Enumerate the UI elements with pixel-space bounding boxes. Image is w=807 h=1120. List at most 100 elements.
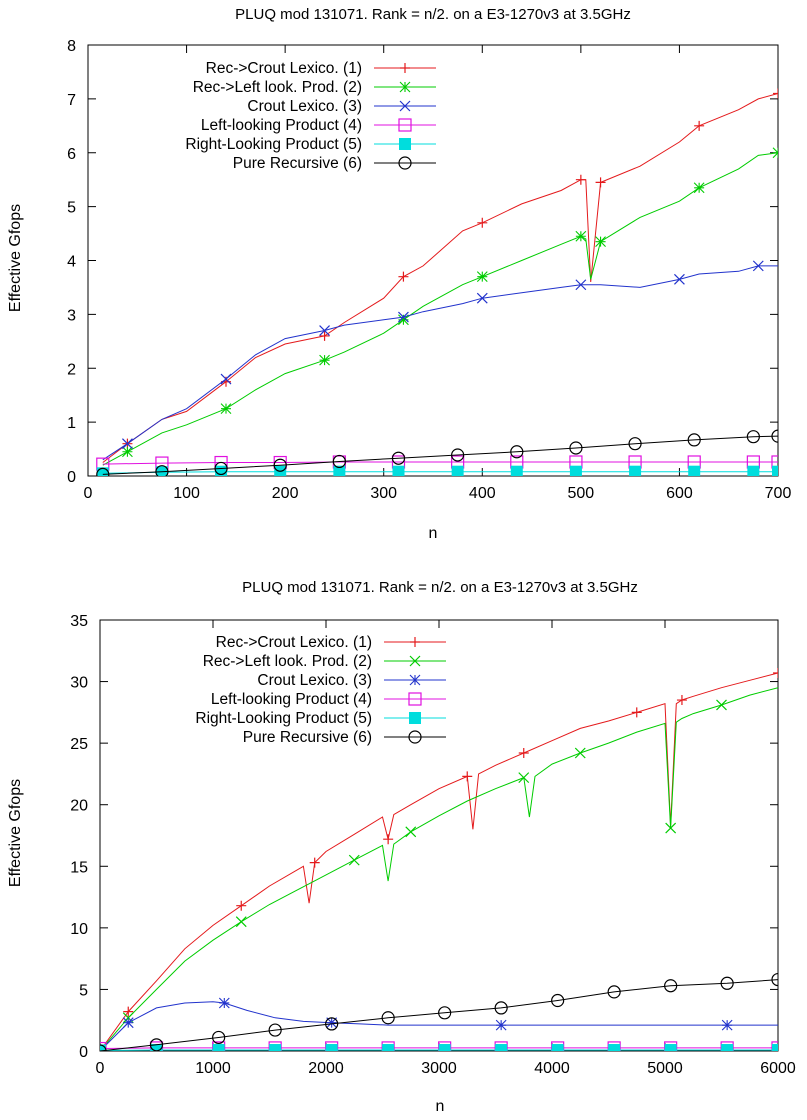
y-tick-label: 5: [67, 200, 76, 217]
data-point: [451, 448, 465, 462]
data-point: [575, 279, 587, 291]
data-point: [348, 854, 360, 866]
y-tick-label: 35: [70, 613, 88, 630]
data-point: [326, 1017, 338, 1029]
data-point: [155, 466, 168, 476]
data-point: [325, 1044, 338, 1051]
data-point: [332, 454, 346, 469]
x-tick-label: 600: [666, 485, 693, 502]
data-point: [150, 1044, 163, 1051]
legend-marker: [399, 81, 411, 93]
data-point: [268, 1023, 282, 1037]
legend-label: Pure Recursive (6): [233, 155, 362, 172]
data-point: [398, 314, 409, 326]
data-point: [664, 1044, 677, 1051]
data-point: [665, 822, 677, 834]
chart-title: PLUQ mod 131071. Rank = n/2. on a E3-127…: [242, 579, 638, 596]
y-tick-label: 10: [70, 921, 88, 938]
y-tick-label: 4: [67, 254, 76, 271]
data-point: [451, 465, 464, 476]
series-group: [96, 88, 778, 476]
data-point: [494, 1001, 508, 1015]
data-point: [273, 458, 287, 472]
data-point: [476, 271, 488, 283]
x-tick-label: 2000: [308, 1060, 344, 1077]
x-tick-label: 4000: [534, 1060, 570, 1077]
data-point: [575, 230, 587, 242]
data-point: [212, 1030, 226, 1045]
data-point: [771, 972, 778, 987]
y-tick-label: 0: [67, 469, 76, 486]
series-line-3: [102, 265, 778, 461]
data-point: [575, 174, 586, 185]
y-tick-label: 15: [70, 859, 88, 876]
y-tick-label: 8: [67, 38, 76, 55]
data-point: [392, 465, 405, 476]
legend-label: Left-looking Product (4): [211, 691, 372, 708]
x-axis-label: n: [429, 525, 438, 542]
x-tick-label: 100: [173, 485, 200, 502]
data-point: [495, 1044, 508, 1051]
data-point: [96, 467, 110, 476]
data-point: [319, 325, 330, 336]
data-point: [608, 1044, 621, 1051]
data-point: [383, 834, 394, 845]
legend-label: Rec->Crout Lexico. (1): [216, 634, 372, 651]
chart-small-n: PLUQ mod 131071. Rank = n/2. on a E3-127…: [7, 6, 791, 542]
data-point: [382, 1044, 395, 1051]
data-point: [398, 311, 409, 323]
data-point: [149, 1038, 164, 1051]
legend-label: Right-Looking Product (5): [195, 710, 372, 727]
data-point: [235, 916, 247, 928]
data-point: [155, 465, 169, 476]
legend-marker: [408, 730, 422, 744]
data-point: [772, 1044, 778, 1051]
data-point: [595, 177, 606, 188]
legend-marker: [398, 118, 412, 132]
data-point: [269, 1044, 282, 1051]
y-tick-label: 5: [79, 982, 88, 999]
data-point: [462, 771, 473, 782]
data-point: [212, 1044, 225, 1051]
data-point: [569, 441, 583, 455]
data-point: [574, 747, 586, 759]
data-point: [495, 1019, 507, 1031]
data-point: [319, 354, 330, 366]
legend-label: Crout Lexico. (3): [257, 672, 372, 689]
data-point: [477, 217, 488, 228]
data-point: [476, 292, 488, 304]
data-point: [319, 330, 330, 341]
x-tick-label: 0: [96, 1060, 105, 1077]
x-tick-label: 200: [272, 485, 299, 502]
series-line-1: [102, 93, 778, 463]
data-point: [721, 1019, 733, 1031]
data-point: [674, 273, 685, 285]
data-point: [391, 451, 406, 465]
data-point: [220, 373, 232, 385]
data-point: [214, 461, 228, 476]
data-point: [664, 979, 678, 993]
legend-label: Rec->Crout Lexico. (1): [206, 60, 362, 77]
data-point: [721, 1044, 734, 1051]
data-point: [595, 236, 606, 248]
data-point: [716, 699, 727, 711]
x-tick-label: 700: [765, 485, 792, 502]
data-point: [381, 1011, 395, 1025]
series-line-1: [100, 672, 778, 1051]
legend-marker: [410, 637, 420, 647]
x-tick-label: 300: [370, 485, 397, 502]
x-tick-label: 6000: [760, 1060, 796, 1077]
y-tick-label: 0: [79, 1044, 88, 1061]
legend-label: Pure Recursive (6): [243, 729, 372, 746]
data-point: [438, 1006, 452, 1020]
legend-marker: [409, 712, 421, 724]
data-point: [773, 88, 778, 99]
data-point: [569, 465, 582, 476]
chart-large-n: PLUQ mod 131071. Rank = n/2. on a E3-127…: [7, 579, 796, 1115]
data-point: [122, 446, 133, 458]
x-tick-label: 0: [84, 485, 93, 502]
data-point: [510, 445, 524, 459]
chart-title: PLUQ mod 131071. Rank = n/2. on a E3-127…: [235, 6, 631, 23]
data-point: [220, 403, 232, 415]
